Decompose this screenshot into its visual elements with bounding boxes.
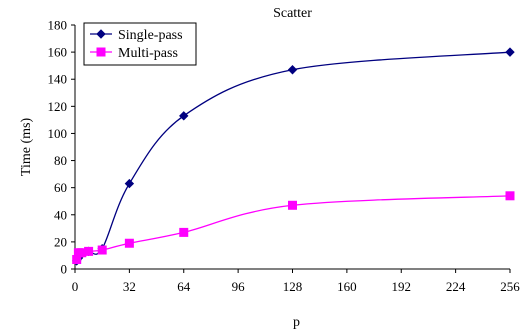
y-tick-label: 140: [48, 72, 68, 87]
legend-marker-multi-pass: [96, 47, 106, 57]
chart-title: Scatter: [273, 6, 312, 21]
data-point-single-pass: [505, 47, 515, 57]
x-tick-label: 160: [337, 279, 357, 294]
data-point-single-pass: [124, 178, 135, 189]
y-tick-label: 80: [54, 153, 67, 168]
legend: Single-pass Multi-pass: [83, 22, 197, 66]
x-tick-label: 256: [500, 279, 520, 294]
x-axis-label: p: [293, 315, 300, 330]
legend-box: [83, 22, 197, 66]
data-point-multi-pass: [505, 191, 515, 201]
data-point-multi-pass: [124, 238, 134, 248]
x-tick-label: 192: [392, 279, 412, 294]
y-tick-label: 180: [48, 18, 68, 33]
series-single-pass: [71, 47, 515, 266]
data-point-multi-pass: [179, 227, 189, 237]
y-tick-label: 100: [48, 126, 68, 141]
series-multi-pass: [72, 191, 515, 265]
x-tick-label: 0: [72, 279, 79, 294]
y-tick-label: 20: [54, 234, 67, 249]
data-point-multi-pass: [97, 245, 107, 255]
y-tick-label: 160: [48, 45, 68, 60]
series-line-single-pass: [76, 51, 511, 262]
data-point-multi-pass: [288, 200, 297, 210]
y-tick-label: 120: [48, 99, 68, 114]
x-tick-label: 64: [177, 279, 191, 294]
y-tick-label: 60: [54, 180, 67, 195]
x-tick-label: 32: [123, 279, 136, 294]
legend-label-multi-pass: Multi-pass: [118, 46, 178, 61]
x-tick-label: 96: [232, 279, 246, 294]
x-tick-label: 224: [446, 279, 466, 294]
plot-series: [71, 47, 515, 266]
legend-label-single-pass: Single-pass: [118, 28, 183, 43]
axes: 0 20 40 60 80 100 120 140 160 180 0 32 64 96 128 160 192…: [48, 18, 521, 295]
x-tick-label: 128: [283, 279, 303, 294]
y-tick-label: 40: [54, 207, 67, 222]
y-tick-label: 0: [61, 262, 68, 277]
y-axis-label: Time (ms): [19, 118, 34, 177]
legend-marker-single-pass: [96, 29, 106, 39]
data-point-single-pass: [287, 65, 298, 75]
data-point-multi-pass: [84, 246, 94, 256]
data-point-single-pass: [179, 111, 189, 121]
